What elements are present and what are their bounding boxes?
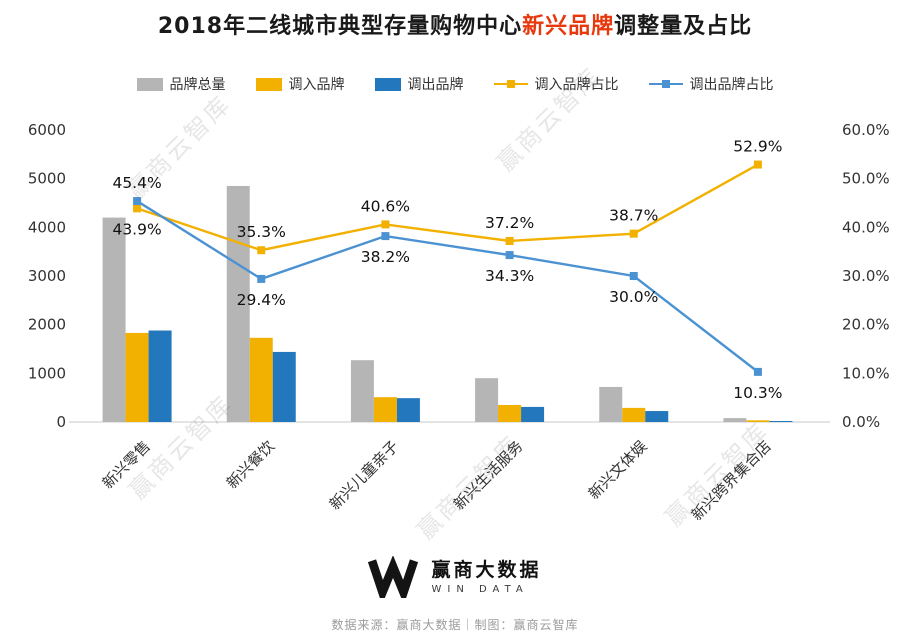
left-axis-tick: 4000 (28, 218, 66, 236)
line-marker (133, 197, 142, 206)
bar (148, 330, 172, 422)
legend-label: 调入品牌占比 (534, 77, 619, 93)
bar (723, 418, 747, 422)
brand-name-cn: 赢商大数据 (431, 558, 542, 581)
x-axis-label: 新兴生活服务 (450, 437, 526, 513)
bar (769, 421, 793, 422)
line-marker (629, 272, 638, 280)
bar (746, 420, 770, 422)
bar (102, 217, 126, 422)
x-axis-label: 新兴文体娱 (585, 437, 651, 503)
brand-text: 赢商大数据 WIN DATA (431, 559, 541, 596)
x-axis-labels: 新兴零售 新兴餐饮 新兴儿童亲子 新兴生活服务 新兴文体娱 新兴跨界集合店 (99, 437, 775, 524)
data-label: 45.4% (112, 174, 161, 192)
legend-label: 调出品牌 (407, 77, 464, 93)
line-marker (753, 160, 762, 169)
line-marker (505, 251, 514, 260)
line-marker (257, 274, 266, 283)
bar (249, 337, 273, 422)
right-axis-tick: 10.0% (842, 364, 890, 382)
right-axis-tick: 0.0% (842, 413, 880, 431)
legend-item-brands-in: 调入品牌 (255, 74, 345, 94)
line-marker (381, 220, 390, 229)
title-part1: 2018年二线城市典型存量购物中心 (157, 14, 523, 39)
data-label: 38.7% (609, 207, 658, 225)
bar (125, 332, 149, 422)
legend-item-brands-out: 调出品牌 (374, 74, 464, 94)
bar (498, 404, 522, 422)
left-axis-tick: 6000 (28, 121, 66, 139)
data-label: 29.4% (237, 291, 286, 309)
legend-label: 调入品牌 (288, 77, 345, 93)
title-highlight: 新兴品牌 (522, 14, 615, 39)
right-axis-tick: 60.0% (842, 121, 890, 139)
axes: 0 1000 2000 3000 4000 5000 6000 0.0% 10.0% 20.0% 3… (28, 121, 890, 431)
bar (521, 406, 545, 422)
left-axis-tick: 5000 (28, 170, 66, 188)
brand-name-en: WIN DATA (431, 584, 529, 596)
legend-label: 品牌总量 (169, 77, 226, 93)
data-label: 30.0% (609, 288, 658, 306)
line-path (136, 200, 759, 373)
x-axis-label: 新兴餐饮 (223, 437, 278, 492)
x-axis-label: 新兴儿童亲子 (326, 437, 402, 513)
data-label: 34.3% (485, 267, 534, 285)
right-axis-tick: 20.0% (842, 316, 890, 334)
legend-swatch-line-blue (648, 77, 683, 91)
data-label: 35.3% (237, 223, 286, 241)
line-marker (133, 204, 142, 213)
line-marker (629, 229, 638, 238)
bar (396, 398, 420, 422)
combo-chart: 0 1000 2000 3000 4000 5000 6000 0.0% 10.0% 20.0% 3… (28, 121, 890, 524)
page-title: 2018年二线城市典型存量购物中心新兴品牌调整量及占比 (0, 8, 910, 40)
data-label: 40.6% (361, 197, 410, 215)
data-label: 37.2% (485, 214, 534, 232)
line-path (136, 163, 759, 252)
legend-swatch-bar-blue (374, 77, 401, 91)
line-series-0: 43.9% 35.3% 40.6% 37.2% 38.7% 52.9% (112, 138, 783, 255)
legend-swatch-bar-gray (136, 77, 163, 91)
left-axis-tick: 2000 (28, 316, 66, 334)
data-label: 38.2% (361, 248, 410, 266)
line-series-1: 45.4% 29.4% 38.2% 34.3% 30.0% 10.3% (112, 174, 782, 402)
left-axis-tick: 0 (56, 413, 66, 431)
win-data-logo-icon (368, 556, 419, 598)
legend: 品牌总量 调入品牌 调出品牌 调入品牌占比 调出品牌占比 (0, 74, 910, 94)
line-marker (753, 367, 762, 376)
line-marker (257, 246, 266, 255)
bar (350, 360, 374, 422)
legend-item-brands-in-ratio: 调入品牌占比 (493, 74, 619, 94)
bar (272, 351, 296, 422)
source-note: 数据来源：赢商大数据｜制图：赢商云智库 (331, 618, 579, 632)
bar (373, 397, 397, 422)
left-axis-tick: 3000 (28, 267, 66, 285)
bar (622, 407, 646, 422)
bar (599, 386, 623, 422)
right-axis-tick: 50.0% (842, 170, 890, 188)
bar (475, 378, 499, 422)
left-axis-tick: 1000 (28, 364, 66, 382)
line-marker (381, 232, 390, 241)
legend-label: 调出品牌占比 (689, 77, 774, 93)
legend-swatch-bar-yellow (255, 77, 282, 91)
legend-item-brands-out-ratio: 调出品牌占比 (648, 74, 774, 94)
data-label: 43.9% (112, 220, 161, 238)
bar (645, 411, 669, 422)
right-axis-tick: 30.0% (842, 267, 890, 285)
bar-series (102, 185, 793, 422)
legend-item-brand-total: 品牌总量 (136, 74, 226, 94)
x-axis-label: 新兴跨界集合店 (688, 437, 775, 524)
data-label: 52.9% (733, 138, 782, 156)
right-axis-tick: 40.0% (842, 218, 890, 236)
x-axis-label: 新兴零售 (99, 437, 154, 492)
title-part2: 调整量及占比 (614, 14, 753, 39)
line-marker (505, 236, 514, 245)
data-label: 10.3% (733, 384, 782, 402)
legend-swatch-line-yellow (493, 77, 528, 91)
brand-footer: 赢商大数据 WIN DATA (0, 556, 910, 598)
